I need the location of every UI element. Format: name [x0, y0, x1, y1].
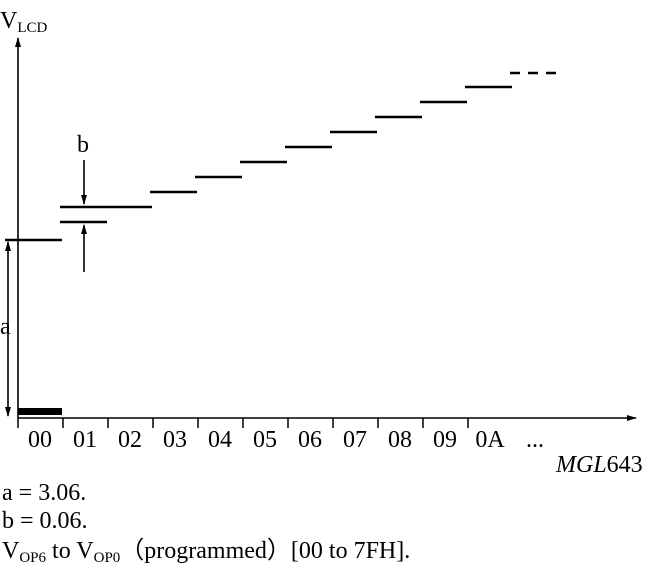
note-range: VOP6 to VOP0（programmed）[00 to 7FH].: [2, 538, 410, 566]
x-tick-label: 00: [28, 427, 52, 453]
x-tick-label: 06: [298, 427, 322, 453]
a-label: a: [0, 314, 11, 340]
note-b: b = 0.06.: [2, 508, 88, 534]
x-tick-label: 04: [208, 427, 232, 453]
x-tick-label: 0A: [475, 427, 505, 453]
x-tick-label: 08: [388, 427, 412, 453]
level-00: [18, 408, 62, 415]
figure-id: MGL643: [555, 452, 643, 478]
x-tick-label: 02: [118, 427, 142, 453]
y-axis-label: VLCD: [0, 8, 48, 36]
x-tick-label: ...: [526, 427, 544, 453]
x-tick-label: 07: [343, 427, 367, 453]
x-tick-label: 03: [163, 427, 187, 453]
x-tick-label: 01: [73, 427, 97, 453]
note-a: a = 3.06.: [2, 480, 86, 506]
x-tick-label: 05: [253, 427, 277, 453]
x-ticks: 00 01 02 03 04 05 06 07 08 09 0A...: [17, 418, 544, 453]
x-tick-label: 09: [433, 427, 457, 453]
steps: [5, 71, 556, 415]
b-label: b: [77, 132, 89, 158]
